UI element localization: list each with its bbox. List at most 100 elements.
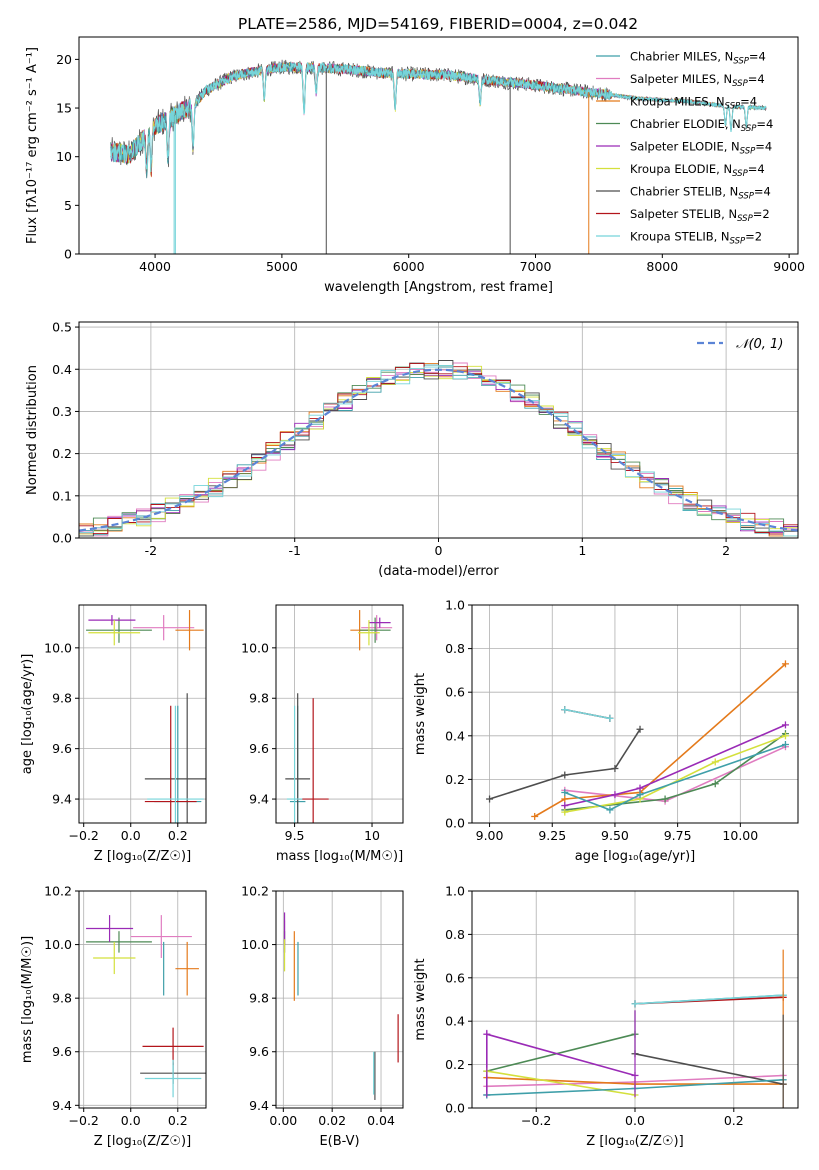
weight-line	[564, 724, 786, 807]
spectrum-series-8	[110, 61, 767, 173]
y-tick-label: 0.6	[445, 685, 465, 700]
errorbar-point	[358, 620, 380, 646]
residuals-panel: -2 -1 0 1 2 0.0 0.1 0.2 0.3 0.4 0.5 (data-model)/er…	[25, 320, 799, 579]
errorbar-point	[175, 610, 204, 651]
x-tick-label: 0.0	[625, 1113, 645, 1128]
y-tick-label: 9.8	[249, 691, 269, 706]
errorbar-point	[86, 931, 152, 953]
x-tick-label: 0.00	[269, 1113, 297, 1128]
x-tick-label: 0.04	[367, 1113, 395, 1128]
errorbar-point	[142, 1027, 204, 1066]
y-tick-label: 0.8	[445, 927, 465, 942]
errorbar-point	[144, 693, 206, 823]
y-tick-label: 10.0	[241, 937, 269, 952]
y-tick-label: 5	[64, 198, 72, 213]
weight-line	[489, 728, 641, 800]
y-tick-label: 0.0	[445, 1101, 465, 1116]
mass-vs-z-x-axis-label: Z [log₁₀(Z/Z☉)]	[94, 1134, 191, 1149]
y-tick-label: 9.4	[249, 1098, 269, 1113]
y-tick-label: 10.0	[241, 640, 269, 655]
y-tick-label: 10.2	[44, 884, 72, 899]
y-tick-label: 0.1	[52, 488, 72, 503]
y-tick-label: 0.0	[445, 816, 465, 831]
x-tick-label: 9000	[773, 259, 805, 274]
y-tick-label: 9.6	[249, 741, 269, 756]
weight-line	[534, 663, 787, 818]
errorbar-point	[368, 617, 391, 628]
y-tick-label: 0.2	[52, 446, 72, 461]
y-tick-label: 0.2	[445, 1057, 465, 1072]
x-tick-label: 9.50	[601, 828, 629, 843]
mass-vs-z-frame	[78, 890, 207, 1109]
x-tick-label: 0.0	[121, 1113, 141, 1128]
y-tick-label: 9.6	[52, 741, 72, 756]
errorbar-point	[144, 705, 197, 823]
y-tick-label: 0.4	[445, 728, 465, 743]
legend-label: Salpeter STELIB, NSSP=2	[630, 207, 770, 224]
legend-label: Kroupa ELODIE, NSSP=4	[630, 162, 765, 179]
x-tick-label: 0.2	[724, 1113, 744, 1128]
x-tick-label: 5000	[266, 259, 298, 274]
mass-vs-z-y-axis-label: mass [log₁₀(M/M☉)]	[20, 936, 35, 1063]
histogram-series-8	[79, 365, 798, 538]
mass-weight-vs-age-frame	[471, 604, 799, 824]
age-vs-z-y-axis-label: age [log₁₀(age/yr)]	[20, 654, 35, 775]
errorbar-point	[144, 1059, 202, 1098]
gaussian-curve	[79, 368, 798, 532]
weight-line	[564, 735, 786, 813]
y-tick-label: 9.8	[52, 991, 72, 1006]
errorbar-point	[86, 915, 134, 942]
y-tick-label: 0.6	[445, 970, 465, 985]
x-tick-label: 1	[578, 543, 586, 558]
legend-label: Chabrier ELODIE, NSSP=4	[630, 117, 773, 134]
age-vs-mass-panel: 9.5 10 9.4 9.6 9.8 10.0 mass [log₁₀(M/M☉)]	[241, 604, 404, 864]
mass-vs-ebv-frame	[275, 890, 404, 1109]
y-tick-label: 10	[56, 149, 72, 164]
legend-label: Salpeter MILES, NSSP=4	[630, 72, 765, 89]
mass-vs-z-plot-area	[86, 915, 206, 1098]
weight-line	[634, 1053, 784, 1085]
mass-vs-ebv-x-axis-label: E(B-V)	[319, 1134, 359, 1149]
weight-line	[486, 1033, 636, 1072]
y-tick-label: 0.3	[52, 404, 72, 419]
mass-vs-z-panel: −0.2 0.0 0.2 9.4 9.6 9.8 10.0 10.2 Z [log₁₀(Z/Z☉…	[20, 884, 207, 1149]
x-tick-label: 7000	[520, 259, 552, 274]
y-tick-label: 10.2	[241, 884, 269, 899]
y-tick-label: 0	[64, 247, 72, 262]
weight-line	[564, 732, 786, 811]
weight-line	[486, 1070, 636, 1096]
x-tick-label: 8000	[646, 259, 678, 274]
mass-weight-vs-age-panel: 9.00 9.25 9.50 9.75 10.00 0.0 0.2 0.4 0.6 0.8 1.0 a…	[413, 598, 799, 864]
errorbar-point	[359, 617, 391, 643]
errorbar-point	[286, 705, 303, 823]
mass-weight-vs-age-y-axis-label: mass weight	[413, 673, 428, 755]
y-tick-label: 0.0	[52, 531, 72, 546]
errorbar-point	[297, 698, 329, 823]
age-vs-z-x-axis-label: Z [log₁₀(Z/Z☉)]	[94, 849, 191, 864]
residuals-y-axis-label: Normed distribution	[25, 365, 40, 495]
y-tick-label: 1.0	[445, 598, 465, 613]
errorbar-point	[361, 615, 393, 641]
mass-weight-vs-z-plot-area	[483, 949, 787, 1108]
age-vs-mass-plot-area	[285, 610, 393, 823]
y-tick-label: 10.0	[44, 640, 72, 655]
mass-weight-vs-age-plot-area	[486, 660, 789, 820]
y-tick-label: 9.4	[249, 792, 269, 807]
errorbar-point	[93, 941, 136, 975]
y-tick-label: 0.4	[52, 362, 72, 377]
x-tick-label: 0.2	[168, 1113, 188, 1128]
y-tick-label: 9.8	[52, 691, 72, 706]
x-tick-label: 0.0	[121, 828, 141, 843]
errorbar-point	[175, 941, 199, 996]
y-tick-label: 9.8	[249, 991, 269, 1006]
x-tick-label: -1	[288, 543, 300, 558]
y-tick-label: 9.6	[249, 1044, 269, 1059]
errorbar-point	[88, 615, 136, 626]
x-tick-label: 9.5	[285, 828, 305, 843]
spectrum-x-axis-label: wavelength [Angstrom, rest frame]	[324, 280, 553, 295]
weight-line	[634, 994, 784, 1005]
legend-label: Kroupa STELIB, NSSP=2	[630, 230, 762, 247]
mass-vs-ebv-plot-area	[283, 912, 399, 1100]
x-tick-label: 0.02	[318, 1113, 346, 1128]
spectrum-frame	[78, 36, 799, 255]
